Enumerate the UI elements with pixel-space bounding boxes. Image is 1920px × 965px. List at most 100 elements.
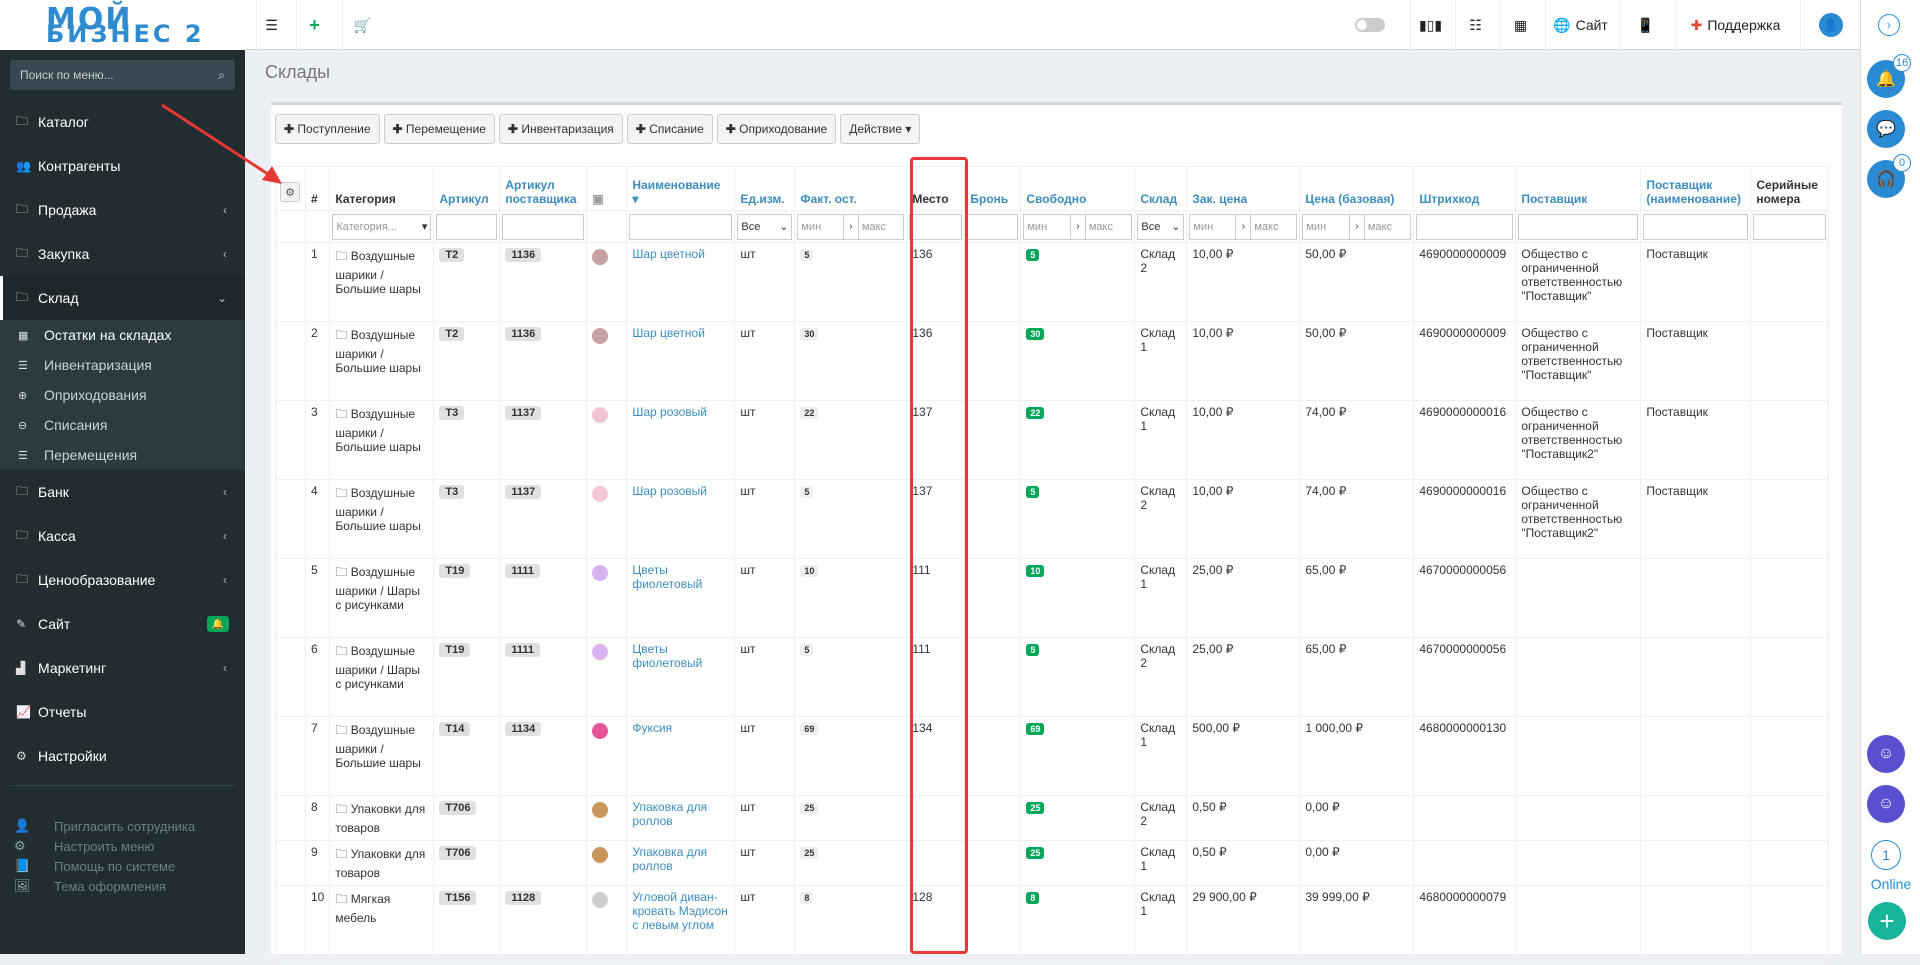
support-link[interactable]: ✚ Поддержка (1675, 0, 1795, 50)
logo[interactable]: МОЙ БИЗНЕС 2 (0, 0, 245, 50)
posting-button[interactable]: ✚ Оприходование (716, 114, 837, 144)
barcode-icon[interactable]: ▮▯▮ (1410, 0, 1450, 50)
sidebar-item-bank[interactable]: 🗀 Банк ‹ (0, 470, 245, 514)
barcode-filter-input[interactable] (1416, 213, 1514, 240)
col-supplier-name[interactable]: Поставщик (наименование) (1640, 166, 1752, 211)
agent-avatar-2[interactable]: ☺ (1867, 785, 1905, 823)
cart-icon[interactable]: 🛒 (342, 0, 382, 50)
place-filter-input[interactable] (909, 213, 963, 240)
product-name-link[interactable]: Упаковка для роллов (632, 800, 708, 828)
supplier-sku-filter-input[interactable] (502, 213, 585, 240)
col-free[interactable]: Свободно (1020, 166, 1136, 211)
row-thumbnail[interactable] (586, 637, 628, 717)
receipt-button[interactable]: ✚ Поступление (275, 114, 380, 144)
product-name-link[interactable]: Фуксия (632, 721, 673, 735)
sidebar-item-sales[interactable]: 🗀 Продажа ‹ (0, 188, 245, 232)
product-name-link[interactable]: Упаковка для роллов (632, 845, 708, 873)
unit-filter-select[interactable]: Все ⌄ (737, 213, 793, 240)
sidebar-sub-transfers[interactable]: ☰ Перемещения (0, 440, 245, 470)
sidebar-item-warehouse[interactable]: 🗀 Склад ⌄ (0, 276, 245, 320)
agent-avatar-1[interactable]: ☺ (1867, 735, 1905, 773)
product-name-link[interactable]: Цветы фиолетовый (632, 563, 703, 591)
col-supplier-sku[interactable]: Артикул поставщика (499, 166, 588, 211)
price-max-input[interactable]: макс (1363, 213, 1412, 240)
sidebar-item-cash[interactable]: 🗀 Касса ‹ (0, 514, 245, 558)
cost-min-input[interactable]: мин (1189, 213, 1237, 240)
user-avatar-icon[interactable]: 👤 (1800, 0, 1860, 50)
row-thumbnail[interactable] (586, 840, 628, 886)
mobile-app-icon[interactable]: 📱 (1620, 0, 1670, 50)
col-fact[interactable]: Факт. ост. (794, 166, 908, 211)
add-widget-button[interactable]: + (1868, 902, 1906, 940)
product-name-link[interactable]: Угловой диван-кровать Мэдисон с левым уг… (632, 890, 728, 932)
free-min-input[interactable]: мин (1023, 213, 1071, 240)
row-thumbnail[interactable] (586, 321, 628, 401)
theme-toggle[interactable] (1345, 0, 1395, 50)
calendar-icon[interactable]: ▦ (1500, 0, 1540, 50)
product-name-link[interactable]: Шар розовый (632, 405, 707, 419)
category-filter-select[interactable]: Категория... ▾ (332, 213, 432, 240)
supplier-filter-input[interactable] (1518, 213, 1639, 240)
sidebar-item-contractors[interactable]: 👥 Контрагенты (16, 158, 121, 174)
hamburger-icon[interactable]: ☰ (256, 0, 286, 50)
transfer-button[interactable]: ✚ Перемещение (383, 114, 495, 144)
free-max-input[interactable]: макс (1084, 213, 1133, 240)
row-thumbnail[interactable] (586, 400, 628, 480)
chat-widget-icon[interactable]: 💬 (1867, 110, 1905, 148)
product-name-link[interactable]: Шар розовый (632, 484, 707, 498)
cost-max-input[interactable]: макс (1250, 213, 1298, 240)
supplier-name-filter-input[interactable] (1643, 213, 1749, 240)
col-reserve[interactable]: Бронь (964, 166, 1022, 211)
col-price[interactable]: Цена (базовая) (1299, 166, 1415, 211)
bell-widget-icon[interactable]: 🔔 16 (1867, 54, 1911, 98)
col-cost[interactable]: Зак. цена (1186, 166, 1301, 211)
headset-widget-icon[interactable]: 🎧 0 (1867, 154, 1911, 198)
sidebar-sub-inventory[interactable]: ☰ Инвентаризация (0, 350, 245, 380)
row-thumbnail[interactable] (586, 795, 628, 841)
row-thumbnail[interactable] (586, 242, 628, 322)
server-icon[interactable]: ☷ (1455, 0, 1495, 50)
theme-link[interactable]: 🖼 Тема оформления (14, 878, 166, 894)
configure-menu-link[interactable]: ⚙ Настроить меню (14, 838, 155, 854)
reserve-filter-input[interactable] (967, 213, 1019, 240)
row-thumbnail[interactable] (586, 885, 628, 965)
price-min-input[interactable]: мин (1302, 213, 1350, 240)
col-supplier[interactable]: Поставщик (1515, 166, 1642, 211)
product-name-link[interactable]: Цветы фиолетовый (632, 642, 703, 670)
row-thumbnail[interactable] (586, 558, 628, 638)
serial-filter-input[interactable] (1753, 213, 1827, 240)
sidebar-item-site[interactable]: ✎ Сайт 🔔 (0, 602, 245, 646)
sidebar-item-marketing[interactable]: ▟ Маркетинг ‹ (16, 660, 227, 676)
product-name-link[interactable]: Шар цветной (632, 247, 705, 261)
col-warehouse[interactable]: Склад (1134, 166, 1188, 211)
col-name[interactable]: Наименование ▾ (626, 166, 736, 211)
col-unit[interactable]: Ед.изм. (734, 166, 796, 211)
row-thumbnail[interactable] (586, 479, 628, 559)
action-dropdown[interactable]: Действие ▾ (840, 114, 921, 144)
sidebar-sub-writeoffs[interactable]: ⊖ Списания (0, 410, 245, 440)
chevron-right-icon[interactable]: › (1878, 14, 1900, 36)
sidebar-item-reports[interactable]: 📈 Отчеты (16, 704, 87, 720)
menu-search-input[interactable]: Поиск по меню... ⌕ (10, 60, 235, 90)
product-name-link[interactable]: Шар цветной (632, 326, 705, 340)
plus-icon[interactable]: + (296, 0, 332, 50)
col-barcode[interactable]: Штрихкод (1413, 166, 1517, 211)
row-thumbnail[interactable] (586, 716, 628, 796)
inventory-button[interactable]: ✚ Инвентаризация (498, 114, 623, 144)
fact-min-input[interactable]: мин (797, 213, 844, 240)
sidebar-item-purchase[interactable]: 🗀 Закупка ‹ (0, 232, 245, 276)
sku-filter-input[interactable] (436, 213, 498, 240)
sidebar-sub-stock[interactable]: ▦ Остатки на складах (0, 320, 245, 350)
col-sku[interactable]: Артикул (433, 166, 501, 211)
table-settings-gear-icon[interactable]: ⚙ (280, 182, 300, 202)
writeoff-button[interactable]: ✚ Списание (626, 114, 713, 144)
fact-max-input[interactable]: макс (857, 213, 905, 240)
sidebar-item-catalog[interactable]: 🗀 Каталог (0, 100, 245, 144)
site-link[interactable]: 🌐 Сайт (1545, 0, 1615, 50)
invite-employee-link[interactable]: 👤 Пригласить сотрудника (14, 818, 196, 834)
sidebar-item-pricing[interactable]: 🗀 Ценообразование ‹ (0, 558, 245, 602)
help-link[interactable]: 📘 Помощь по системе (14, 858, 176, 874)
sidebar-item-settings[interactable]: ⚙ Настройки (16, 748, 107, 764)
name-filter-input[interactable] (629, 213, 733, 240)
warehouse-filter-select[interactable]: Все ⌄ (1137, 213, 1185, 240)
